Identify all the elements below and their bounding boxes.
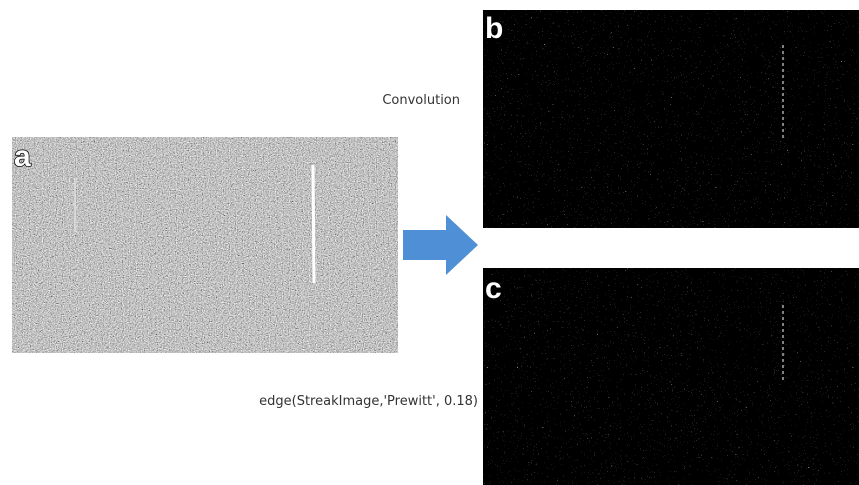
panel-b: b [483,10,859,228]
panel-c: c [483,268,859,485]
panel-label: b [485,12,503,45]
panel-a: a [12,137,398,353]
noise-image [12,137,398,353]
panel-label: c [485,272,502,305]
arrow [403,215,478,275]
noise-image [483,10,859,228]
noise-image [483,268,859,485]
streak [311,164,316,284]
caption: Convolution [382,93,460,108]
panel-label: a [14,140,31,173]
caption: edge(StreakImage,'Prewitt', 0.18) [259,394,478,409]
